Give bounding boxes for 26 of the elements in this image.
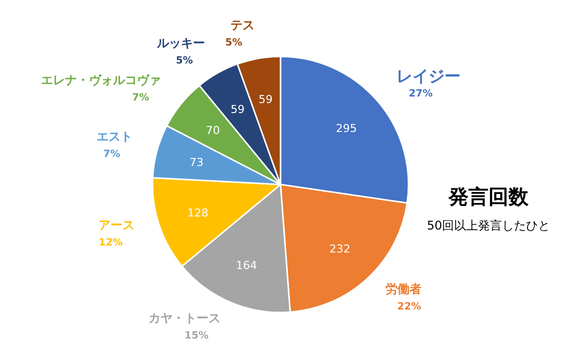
slice-label: ルッキー xyxy=(156,36,205,50)
text: 5% xyxy=(176,55,193,66)
slice-label: エレナ・ヴォルコヴァ xyxy=(41,72,162,87)
data-label: 164 xyxy=(236,259,257,272)
data-label: 70 xyxy=(206,124,220,138)
text: 50回以上発言したひと xyxy=(426,218,550,232)
text: 7% xyxy=(132,92,150,104)
data-label: 128 xyxy=(187,206,208,220)
slice-label: エスト xyxy=(96,129,132,144)
data-label: 59 xyxy=(230,103,245,116)
slice-label: アース xyxy=(98,218,135,232)
text: 5% xyxy=(225,38,242,49)
slice-label: カヤ・トース xyxy=(148,310,220,325)
text: 15% xyxy=(184,330,208,342)
text: 22% xyxy=(397,301,422,312)
data-label: 73 xyxy=(189,156,204,170)
text: 12% xyxy=(98,237,123,248)
text: 発言回数 xyxy=(448,184,530,208)
text: 7% xyxy=(103,148,120,160)
text: 27% xyxy=(408,88,433,100)
slice-label: 労働者 xyxy=(385,282,422,296)
slice-label: レイジー xyxy=(396,66,461,86)
slice-label: テス xyxy=(230,18,254,32)
data-label: 59 xyxy=(258,93,273,106)
data-label: 295 xyxy=(336,122,357,136)
data-label: 232 xyxy=(329,242,350,256)
